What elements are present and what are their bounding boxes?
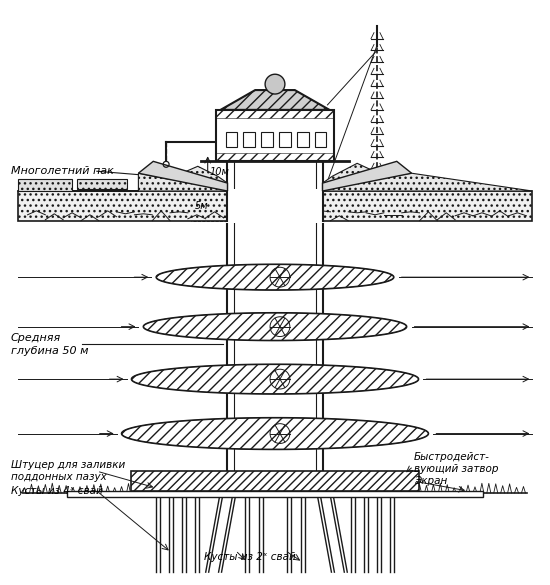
Bar — [67, 491, 483, 497]
Polygon shape — [322, 161, 411, 191]
Polygon shape — [131, 364, 419, 394]
Bar — [279, 132, 291, 147]
Polygon shape — [122, 418, 428, 449]
Bar — [315, 132, 327, 147]
Bar — [226, 189, 324, 223]
Polygon shape — [156, 264, 394, 290]
Bar — [261, 132, 273, 147]
Circle shape — [265, 74, 285, 94]
Bar — [297, 132, 309, 147]
Polygon shape — [221, 90, 329, 110]
Text: Кусты из 4ˣ свай: Кусты из 4ˣ свай — [10, 486, 102, 496]
Bar — [18, 179, 72, 191]
Bar — [216, 153, 334, 161]
Bar — [226, 132, 238, 147]
Text: Штуцер для заливки
поддонных пазух: Штуцер для заливки поддонных пазух — [10, 460, 125, 483]
Bar — [243, 132, 255, 147]
Text: Экран: Экран — [414, 476, 447, 486]
Text: Средняя
глубина 50 м: Средняя глубина 50 м — [10, 333, 88, 356]
Bar — [131, 471, 419, 491]
Polygon shape — [322, 163, 532, 191]
Bar — [18, 191, 532, 221]
Text: 5м: 5м — [195, 201, 208, 211]
Polygon shape — [18, 166, 228, 191]
Bar — [234, 110, 316, 471]
Bar — [216, 110, 334, 161]
Text: Кусты из 2ˣ свай: Кусты из 2ˣ свай — [205, 552, 296, 562]
Text: 10м: 10м — [210, 167, 229, 177]
Polygon shape — [144, 313, 406, 340]
Text: Многолетний пак: Многолетний пак — [10, 166, 113, 176]
Text: Быстродейст-
вующий затвор: Быстродейст- вующий затвор — [414, 452, 498, 474]
Bar — [216, 110, 334, 118]
Polygon shape — [139, 161, 228, 191]
Bar — [77, 179, 127, 189]
